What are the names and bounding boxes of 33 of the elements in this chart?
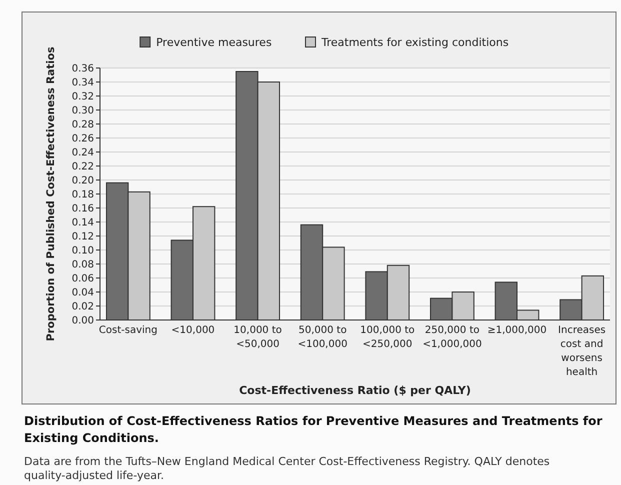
x-tick-label: Increases cost and worsens health bbox=[558, 325, 606, 378]
x-tick-label: Cost-saving bbox=[98, 325, 158, 336]
x-tick-label: 50,000 to <100,000 bbox=[298, 325, 348, 350]
y-tick-label: 0.32 bbox=[72, 92, 94, 102]
x-tick-label: 100,000 to <250,000 bbox=[360, 325, 415, 350]
y-tick-label: 0.18 bbox=[72, 190, 94, 200]
y-tick-label: 0.26 bbox=[72, 134, 94, 144]
x-axis-title: Cost-Effectiveness Ratio ($ per QALY) bbox=[239, 384, 471, 397]
legend-label: Treatments for existing conditions bbox=[320, 36, 509, 49]
y-tick-label: 0.12 bbox=[72, 232, 94, 242]
y-tick-label: 0.16 bbox=[72, 204, 94, 214]
text: Data are from the Tufts–New England Medical Center Cost-Effectiveness Registry. QALY denotes quality-adjusted life-year. bbox=[24, 455, 550, 482]
y-tick-label: 0.20 bbox=[72, 176, 94, 186]
legend-label: Preventive measures bbox=[156, 36, 272, 49]
y-tick-label: 0.06 bbox=[72, 274, 94, 284]
y-tick-label: 0.04 bbox=[72, 288, 94, 298]
y-axis-title: Proportion of Published Cost-Effectiveness Ratios bbox=[45, 46, 57, 342]
y-tick-label: 0.02 bbox=[72, 302, 94, 312]
y-tick-label: 0.00 bbox=[72, 316, 94, 326]
y-tick-label: 0.30 bbox=[72, 106, 94, 116]
y-tick-label: 0.34 bbox=[72, 78, 94, 88]
y-tick-label: 0.28 bbox=[72, 120, 94, 130]
x-tick-label: ≥1,000,000 bbox=[487, 325, 547, 336]
y-tick-label: 0.36 bbox=[72, 64, 94, 74]
y-tick-label: 0.14 bbox=[72, 218, 94, 228]
y-tick-label: 0.08 bbox=[72, 260, 94, 270]
x-tick-label: 250,000 to <1,000,000 bbox=[422, 325, 482, 350]
y-tick-label: 0.22 bbox=[72, 162, 94, 172]
text: Distribution of Cost-Effectiveness Ratios for Preventive Measures and Treatments for Existing Conditions. bbox=[24, 414, 602, 445]
y-tick-label: 0.24 bbox=[72, 148, 94, 158]
y-tick-label: 0.10 bbox=[72, 246, 94, 256]
x-tick-label: <10,000 bbox=[171, 325, 215, 336]
x-tick-label: 10,000 to <50,000 bbox=[234, 325, 282, 350]
